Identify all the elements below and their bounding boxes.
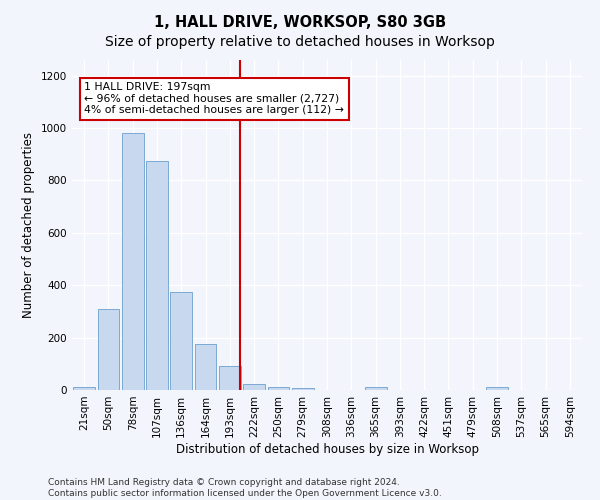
Text: Contains HM Land Registry data © Crown copyright and database right 2024.
Contai: Contains HM Land Registry data © Crown c…	[48, 478, 442, 498]
Bar	[243, 384, 265, 390]
Bar	[73, 388, 95, 390]
Bar	[268, 387, 289, 390]
Y-axis label: Number of detached properties: Number of detached properties	[22, 132, 35, 318]
Bar	[170, 292, 192, 390]
Bar	[219, 366, 241, 390]
Bar	[97, 309, 119, 390]
Bar	[486, 388, 508, 390]
Text: 1, HALL DRIVE, WORKSOP, S80 3GB: 1, HALL DRIVE, WORKSOP, S80 3GB	[154, 15, 446, 30]
Bar	[365, 387, 386, 390]
Bar	[292, 388, 314, 390]
Text: Size of property relative to detached houses in Worksop: Size of property relative to detached ho…	[105, 35, 495, 49]
Bar	[146, 161, 168, 390]
Bar	[122, 134, 143, 390]
Text: 1 HALL DRIVE: 197sqm
← 96% of detached houses are smaller (2,727)
4% of semi-det: 1 HALL DRIVE: 197sqm ← 96% of detached h…	[85, 82, 344, 116]
Bar	[194, 344, 217, 390]
X-axis label: Distribution of detached houses by size in Worksop: Distribution of detached houses by size …	[176, 442, 479, 456]
